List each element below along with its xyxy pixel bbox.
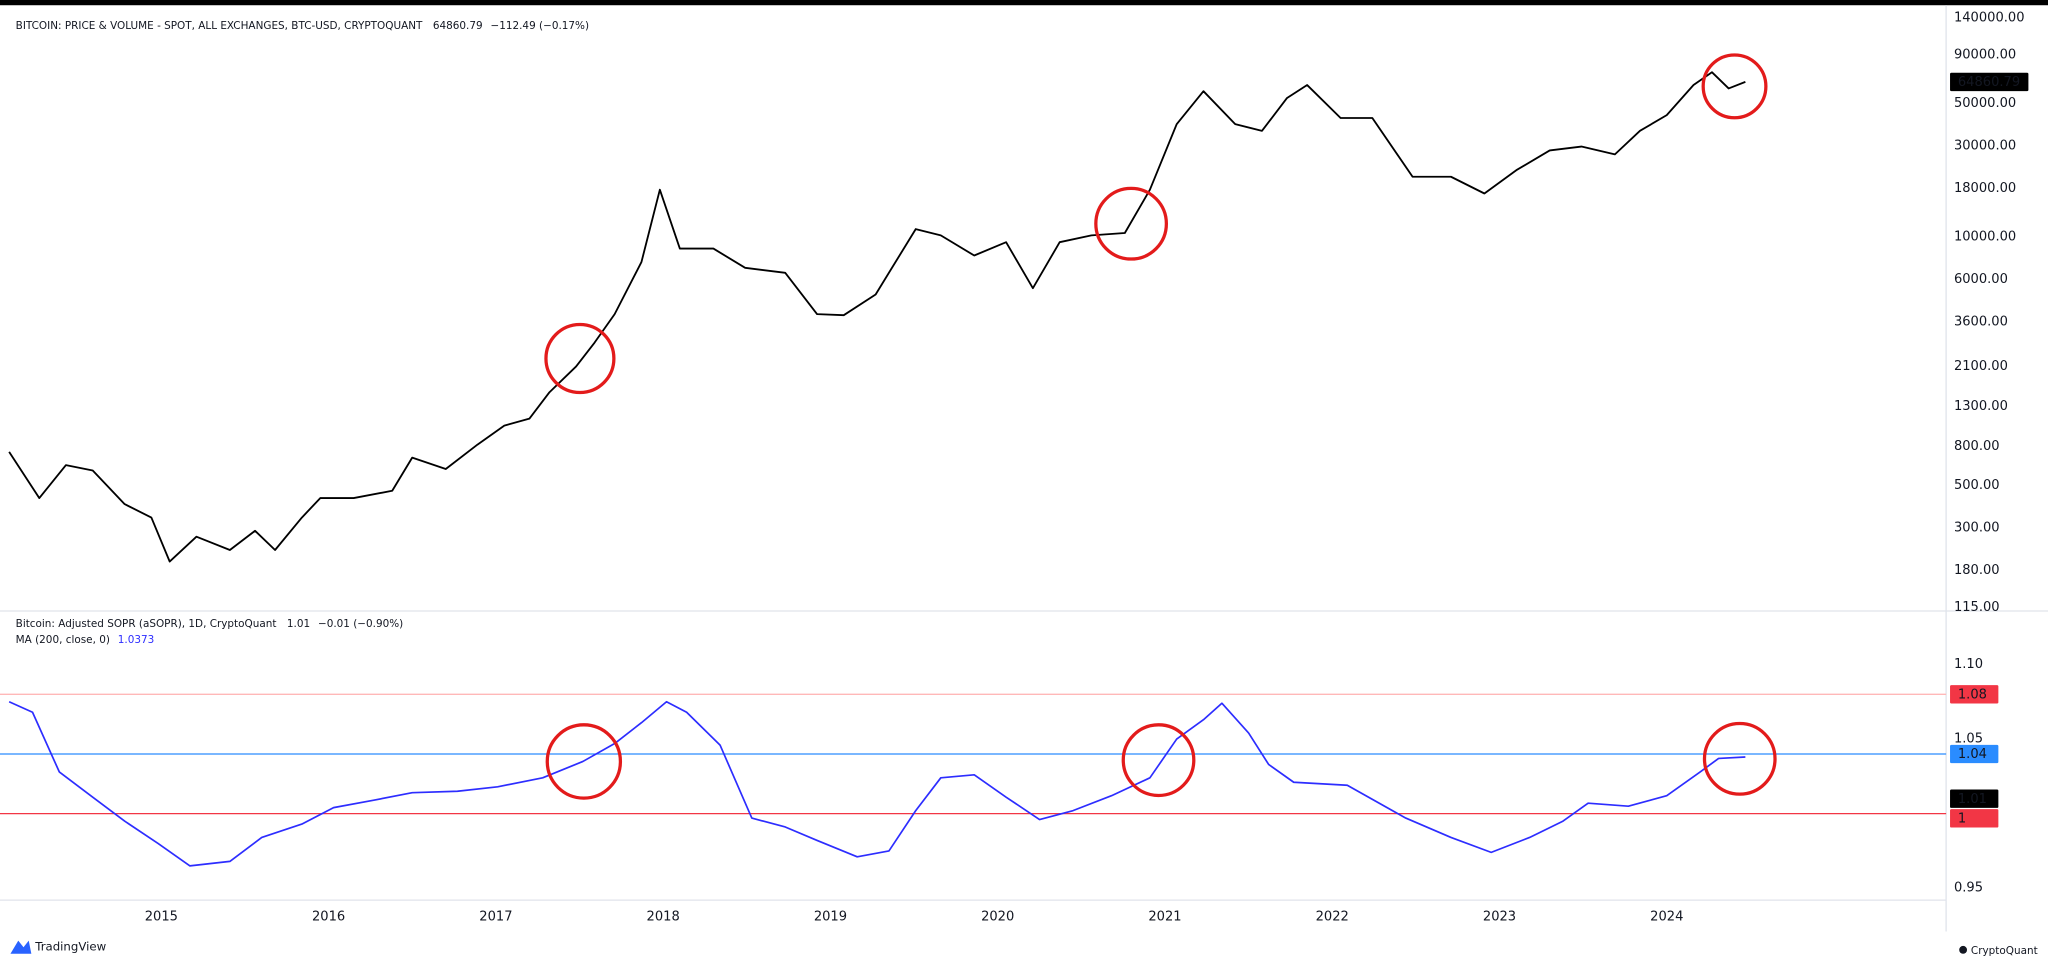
series-line	[8, 700, 1746, 867]
value-badge	[1950, 685, 1999, 704]
ma-value: 1.0373	[118, 634, 155, 646]
value-badge-label: 1.04	[1958, 747, 1987, 762]
x-tick-label: 2016	[312, 910, 345, 925]
x-tick-label: 2022	[1316, 910, 1349, 925]
y-tick-label: 1.05	[1954, 732, 1983, 747]
y-tick-label: 3600.00	[1954, 314, 2008, 329]
highlight-circle	[1702, 721, 1777, 796]
highlight-circle	[544, 322, 616, 395]
value-badge	[1950, 744, 1999, 764]
y-tick-label: 300.00	[1954, 520, 2000, 535]
legend-value: 1.01	[287, 618, 310, 630]
annotations	[544, 53, 1777, 800]
value-badge-label: 1.08	[1958, 687, 1987, 702]
legend-title: BITCOIN: PRICE & VOLUME - SPOT, ALL EXCH…	[16, 20, 423, 32]
logo-icon	[1959, 945, 1968, 954]
y-tick-label: 50000.00	[1954, 96, 2016, 111]
value-badge-label: 64860.79	[1958, 75, 2020, 90]
logo-icon	[10, 940, 32, 954]
x-tick-label: 2020	[981, 910, 1014, 925]
highlight-circle	[545, 723, 623, 800]
legend-change: −0.01 (−0.90%)	[318, 618, 403, 630]
y-tick-label: 500.00	[1954, 478, 2000, 493]
y-tick-label: 18000.00	[1954, 181, 2016, 196]
x-tick-label: 2015	[145, 910, 178, 925]
legend-value: 64860.79	[433, 20, 483, 32]
y-tick-label: 1300.00	[1954, 399, 2008, 414]
value-badge	[1950, 72, 2029, 92]
y-tick-label: 800.00	[1954, 439, 2000, 454]
value-badge-label: 1.01	[1958, 792, 1987, 807]
ma-legend: MA (200, close, 0) 1.0373	[16, 634, 155, 646]
ma-name: MA (200, close, 0)	[16, 634, 110, 646]
x-tick-label: 2023	[1483, 910, 1516, 925]
x-tick-label: 2017	[479, 910, 512, 925]
y-tick-label: 6000.00	[1954, 272, 2008, 287]
plots: 140000.00 90000.00 50000.00 30000.00 18000.0…	[0, 11, 2029, 925]
y-tick-label: 140000.00	[1954, 11, 2025, 26]
x-tick-label: 2024	[1650, 910, 1683, 925]
y-tick-label: 2100.00	[1954, 359, 2008, 374]
y-tick-label: 10000.00	[1954, 230, 2016, 245]
x-tick-label: 2018	[647, 910, 680, 925]
series-line	[8, 71, 1746, 563]
sopr-legend: Bitcoin: Adjusted SOPR (aSOPR), 1D, Cryp…	[16, 618, 404, 630]
value-badge-label: 1	[1958, 811, 1966, 826]
y-tick-label: 115.00	[1954, 600, 2000, 615]
highlight-circle	[1701, 53, 1768, 120]
price-legend: BITCOIN: PRICE & VOLUME - SPOT, ALL EXCH…	[16, 20, 589, 32]
y-tick-label: 30000.00	[1954, 138, 2016, 153]
y-tick-label: 1.10	[1954, 657, 1983, 672]
top-bar	[0, 0, 2048, 6]
value-badge	[1950, 809, 1999, 828]
y-tick-label: 90000.00	[1954, 47, 2016, 62]
cryptoquant-logo: CryptoQuant	[1959, 945, 2038, 957]
value-badge	[1950, 789, 1999, 808]
y-tick-label: 0.95	[1954, 881, 1983, 896]
highlight-circle	[1121, 723, 1196, 798]
tradingview-logo: TradingView	[10, 940, 107, 954]
x-tick-label: 2021	[1148, 910, 1181, 925]
highlight-circle	[1094, 186, 1168, 261]
logo-text: CryptoQuant	[1971, 945, 2038, 957]
legend-change: −112.49 (−0.17%)	[490, 20, 589, 32]
legend-title: Bitcoin: Adjusted SOPR (aSOPR), 1D, Cryp…	[16, 618, 277, 630]
logo-text: TradingView	[34, 940, 106, 954]
x-tick-label: 2019	[814, 910, 847, 925]
y-tick-label: 180.00	[1954, 563, 2000, 578]
